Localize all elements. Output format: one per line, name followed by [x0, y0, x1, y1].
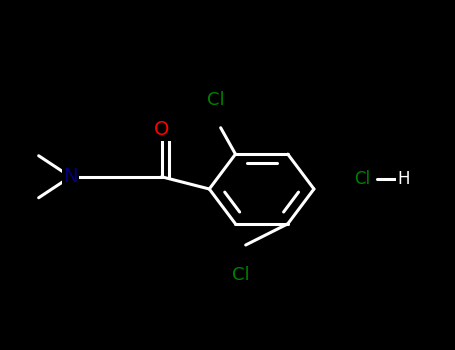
Text: O: O [154, 120, 169, 139]
Text: N: N [63, 167, 78, 186]
Text: Cl: Cl [354, 169, 370, 188]
Text: H: H [397, 169, 410, 188]
Text: Cl: Cl [233, 266, 250, 284]
Text: Cl: Cl [207, 91, 225, 109]
